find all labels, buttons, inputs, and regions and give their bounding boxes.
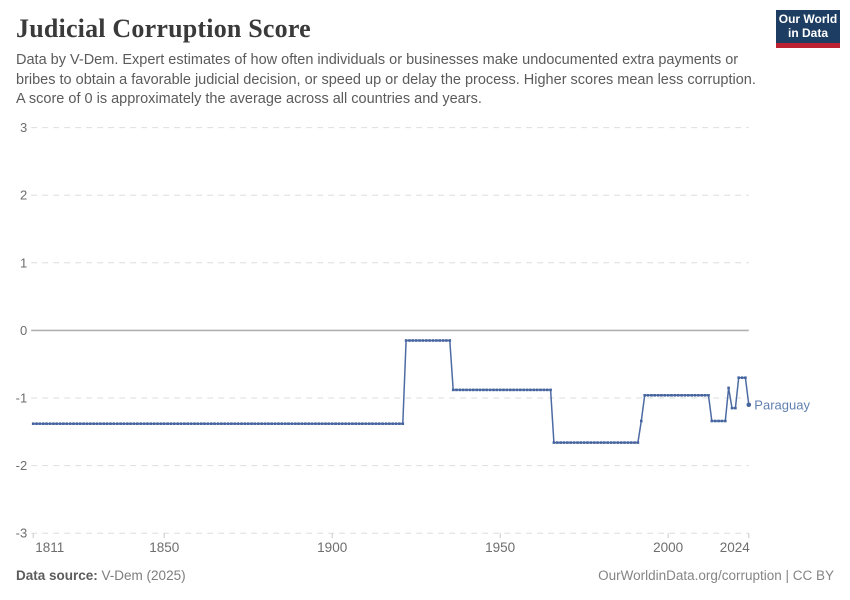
- svg-text:3: 3: [20, 120, 27, 135]
- series-end-dot: [746, 402, 752, 408]
- svg-text:1: 1: [20, 255, 27, 270]
- data-source-value: V-Dem (2025): [101, 568, 186, 583]
- owid-logo-text: Our World in Data: [778, 12, 838, 40]
- plot-area[interactable]: 3 2 1 0 -1 -2 -3 1811 1850 1900 1950 2000 2024 Paragu…: [0, 115, 850, 565]
- svg-text:2000: 2000: [653, 540, 683, 555]
- x-axis-labels: 1811 1850 1900 1950 2000 2024: [32, 533, 751, 555]
- svg-text:1950: 1950: [485, 540, 515, 555]
- gridlines: [31, 127, 749, 534]
- chart-footer: Data source: V-Dem (2025) OurWorldinData…: [16, 568, 834, 583]
- svg-text:-3: -3: [16, 526, 28, 541]
- entity-label-paraguay[interactable]: Paraguay: [754, 397, 810, 412]
- svg-text:1811: 1811: [35, 540, 64, 555]
- owid-logo-stripe: [776, 43, 840, 48]
- svg-text:-2: -2: [16, 458, 28, 473]
- series-markers-paraguay: [31, 339, 751, 444]
- y-axis-labels: 3 2 1 0 -1 -2 -3: [16, 120, 28, 541]
- svg-text:1900: 1900: [317, 540, 347, 555]
- chart-subtitle: Data by V-Dem. Expert estimates of how o…: [16, 52, 756, 107]
- series-line-paraguay[interactable]: [33, 339, 750, 444]
- attribution-link[interactable]: OurWorldinData.org/corruption | CC BY: [598, 568, 834, 583]
- data-source: Data source: V-Dem (2025): [16, 568, 186, 583]
- svg-text:2024: 2024: [720, 540, 751, 555]
- svg-text:1850: 1850: [149, 540, 179, 555]
- data-source-label: Data source:: [16, 568, 98, 583]
- svg-text:2: 2: [20, 188, 27, 203]
- svg-text:-1: -1: [16, 391, 28, 406]
- svg-text:0: 0: [20, 323, 27, 338]
- owid-logo[interactable]: Our World in Data: [776, 10, 840, 48]
- chart-title: Judicial Corruption Score: [16, 14, 311, 43]
